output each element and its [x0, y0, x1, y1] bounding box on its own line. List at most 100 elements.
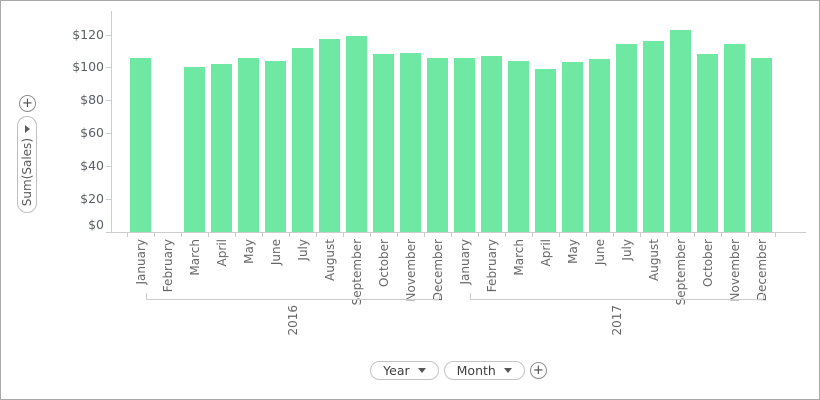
x-axis-label: March	[181, 239, 208, 331]
bar[interactable]	[427, 57, 448, 232]
x-axis-tick	[721, 232, 722, 237]
bar[interactable]	[211, 64, 232, 232]
add-value-field-button[interactable]: +	[19, 95, 36, 112]
month-label: May	[565, 239, 580, 264]
month-label: August	[322, 239, 337, 281]
bar[interactable]	[346, 36, 367, 232]
bar[interactable]	[535, 69, 556, 232]
x-axis-tick	[370, 232, 371, 237]
x-axis-label: September	[667, 239, 694, 331]
x-axis-tick	[748, 232, 749, 237]
add-column-field-button[interactable]: +	[529, 362, 547, 379]
bar[interactable]	[238, 57, 259, 232]
month-label: November	[727, 239, 742, 302]
chevron-right-icon	[24, 125, 30, 133]
x-axis-tick	[586, 232, 587, 237]
bar[interactable]	[724, 44, 745, 232]
x-axis-tick	[694, 232, 695, 237]
x-axis-label: November	[721, 239, 748, 331]
month-label: March	[187, 239, 202, 276]
bar[interactable]	[319, 39, 340, 232]
x-axis-tick	[775, 232, 776, 237]
bar[interactable]	[697, 54, 718, 232]
bar[interactable]	[643, 41, 664, 232]
month-label: June	[268, 239, 283, 266]
x-axis-tick	[127, 232, 128, 237]
bar[interactable]	[589, 59, 610, 232]
bar[interactable]	[751, 57, 772, 232]
x-axis-tick	[154, 232, 155, 237]
month-label: July	[619, 239, 634, 261]
month-label: September	[349, 239, 364, 306]
x-axis-tick	[505, 232, 506, 237]
field-month-label: Month	[456, 363, 496, 378]
month-label: April	[538, 239, 553, 267]
bar[interactable]	[508, 60, 529, 232]
x-axis-tick	[478, 232, 479, 237]
month-label: July	[295, 239, 310, 261]
field-month-button[interactable]: Month	[443, 361, 525, 380]
month-label: April	[214, 239, 229, 267]
bar[interactable]	[481, 55, 502, 232]
month-label: December	[430, 239, 445, 302]
bar[interactable]	[670, 29, 691, 232]
x-axis-tick	[316, 232, 317, 237]
column-fields-bar: Year Month +	[111, 361, 806, 380]
y-axis-label: $60	[80, 125, 104, 140]
chevron-down-icon	[417, 368, 426, 373]
group-bracket	[470, 299, 763, 300]
month-label: September	[673, 239, 688, 306]
y-axis-tick	[106, 67, 111, 68]
x-axis-label: October	[694, 239, 721, 331]
month-label: February	[484, 239, 499, 293]
y-axis-tick	[106, 166, 111, 167]
year-label: 2016	[285, 305, 300, 336]
x-axis-tick	[667, 232, 668, 237]
x-axis-label: January	[451, 239, 478, 331]
plus-icon: +	[532, 362, 544, 378]
x-axis-label: September	[343, 239, 370, 331]
month-label: March	[511, 239, 526, 276]
group-bracket-end	[146, 293, 147, 299]
bar[interactable]	[292, 47, 313, 232]
x-axis-label: April	[532, 239, 559, 331]
x-axis-tick	[235, 232, 236, 237]
month-label: October	[700, 239, 715, 288]
chevron-down-icon	[503, 368, 512, 373]
y-axis-line	[111, 11, 112, 232]
y-axis-label: $100	[72, 59, 104, 74]
x-axis-label: December	[748, 239, 775, 331]
x-axis-tick	[451, 232, 452, 237]
y-axis-label: $20	[80, 191, 104, 206]
bar[interactable]	[454, 57, 475, 232]
bar[interactable]	[616, 44, 637, 232]
bar[interactable]	[265, 60, 286, 232]
value-field-button[interactable]: Sum(Sales)	[17, 116, 37, 213]
x-axis-label: October	[370, 239, 397, 331]
month-label: November	[403, 239, 418, 302]
y-axis-tick	[106, 232, 111, 233]
x-axis-tick	[532, 232, 533, 237]
year-label-wrap: 2017	[608, 305, 626, 345]
bar[interactable]	[130, 57, 151, 232]
group-bracket-end	[439, 293, 440, 299]
bar[interactable]	[400, 52, 421, 232]
x-axis-tick	[343, 232, 344, 237]
bar[interactable]	[184, 67, 205, 232]
month-label: December	[754, 239, 769, 302]
field-year-button[interactable]: Year	[370, 361, 439, 380]
x-axis-tick	[424, 232, 425, 237]
month-label: August	[646, 239, 661, 281]
bar[interactable]	[562, 62, 583, 232]
field-year-label: Year	[383, 363, 410, 378]
x-axis-tick	[640, 232, 641, 237]
x-axis-line	[111, 232, 806, 233]
y-axis-label: $40	[80, 158, 104, 173]
bar[interactable]	[373, 54, 394, 232]
x-axis-label: August	[640, 239, 667, 331]
y-axis-label: $80	[80, 92, 104, 107]
x-axis-tick	[397, 232, 398, 237]
month-label: January	[457, 239, 472, 285]
x-axis-label: January	[127, 239, 154, 331]
